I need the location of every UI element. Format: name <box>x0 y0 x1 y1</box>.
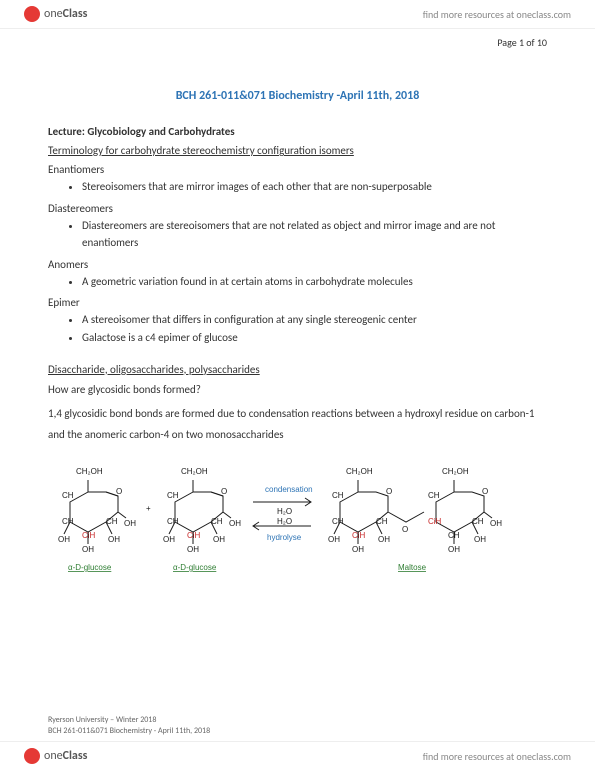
oh-label: OH <box>124 519 136 528</box>
oh-label: OH <box>352 545 364 554</box>
lecture-heading: Lecture: Glycobiology and Carbohydrates <box>48 125 547 138</box>
page-number: Page 1 of 10 <box>497 36 547 49</box>
cih-label: CiH <box>187 531 201 540</box>
logo-one: one <box>44 749 63 763</box>
logo-class: Class <box>63 7 88 21</box>
o-label: O <box>482 487 488 496</box>
epimer-label: Epimer <box>48 296 547 309</box>
reaction-diagram: CH₂OH O CH CH CiH CH OH OH OH OH α-D-glu… <box>48 456 547 589</box>
question: How are glycosidic bonds formed? <box>48 380 547 401</box>
list-item: Galactose is a c4 epimer of glucose <box>82 329 547 347</box>
meta-line2: BCH 261-011&071 Biochemistry - April 11t… <box>48 726 210 736</box>
oh-label: OH <box>229 519 241 528</box>
footer-meta: Ryerson University – Winter 2018 BCH 261… <box>48 715 210 736</box>
ch-label: CH <box>62 491 74 500</box>
answer: 1,4 glycosidic bond bonds are formed due… <box>48 404 547 446</box>
list-item: Stereoisomers that are mirror images of … <box>82 178 547 196</box>
enantiomers-list: Stereoisomers that are mirror images of … <box>48 178 547 196</box>
ch-label: CH <box>167 491 179 500</box>
logo-icon <box>24 6 40 22</box>
oh-label: OH <box>213 535 225 544</box>
ch-label: CH <box>332 517 344 526</box>
diastereomers-list: Diastereomers are stereoisomers that are… <box>48 217 547 252</box>
epimer-list: A stereoisomer that differs in configura… <box>48 311 547 346</box>
logo-one: one <box>44 7 63 21</box>
diastereomers-label: Diastereomers <box>48 202 547 215</box>
page-footer: oneClass find more resources at oneclass… <box>0 741 595 770</box>
section1-heading: Terminology for carbohydrate stereochemi… <box>48 144 547 157</box>
glycosidic-bond-svg: CH₂OH O CH CH CiH CH OH OH OH OH α-D-glu… <box>48 456 548 586</box>
maltose-label: Maltose <box>398 563 427 572</box>
plus-sign: + <box>146 504 151 513</box>
oh-label: OH <box>328 535 340 544</box>
logo-class: Class <box>63 749 88 763</box>
ch-label: CH <box>62 517 74 526</box>
cih-label: CiH <box>352 531 366 540</box>
ch-label: CH <box>167 517 179 526</box>
ch-label: CH <box>428 491 440 500</box>
oh-label: OH <box>187 545 199 554</box>
anomers-label: Anomers <box>48 258 547 271</box>
glucose-label: α-D-glucose <box>68 563 112 572</box>
section2-heading: Disaccharide, oligosaccharides, polysacc… <box>48 363 547 376</box>
oh-label: OH <box>163 535 175 544</box>
ch2oh-label: CH₂OH <box>442 467 469 476</box>
logo-text: oneClass <box>44 7 87 21</box>
oh-label: OH <box>58 535 70 544</box>
list-item: A geometric variation found in at certai… <box>82 273 547 291</box>
oh-label: OH <box>108 535 120 544</box>
logo: oneClass <box>24 6 87 22</box>
header-tagline: find more resources at oneclass.com <box>423 8 571 21</box>
o-label: O <box>116 487 122 496</box>
enantiomers-label: Enantiomers <box>48 163 547 176</box>
logo-icon <box>24 748 40 764</box>
list-item: A stereoisomer that differs in configura… <box>82 311 547 329</box>
glucose-label: α-D-glucose <box>173 563 217 572</box>
ch-label: CH <box>332 491 344 500</box>
ch2oh-label: CH₂OH <box>181 467 208 476</box>
o-label: O <box>402 525 408 534</box>
o-label: O <box>221 487 227 496</box>
document-title: BCH 261-011&071 Biochemistry -April 11th… <box>48 89 547 103</box>
footer-tagline: find more resources at oneclass.com <box>423 750 571 763</box>
oh-label: OH <box>378 535 390 544</box>
cih-label: CiH <box>82 531 96 540</box>
condensation-label: condensation <box>265 485 313 494</box>
anomers-list: A geometric variation found in at certai… <box>48 273 547 291</box>
meta-line1: Ryerson University – Winter 2018 <box>48 715 210 725</box>
oh-label: OH <box>82 545 94 554</box>
document-content: BCH 261-011&071 Biochemistry -April 11th… <box>0 29 595 589</box>
cih-label: CiH <box>428 517 442 526</box>
ch2oh-label: CH₂OH <box>76 467 103 476</box>
oh-label: OH <box>448 545 460 554</box>
ch2oh-label: CH₂OH <box>346 467 373 476</box>
footer-logo: oneClass <box>24 748 87 764</box>
oh-label: OH <box>490 519 502 528</box>
o-label: O <box>386 487 392 496</box>
h2o-label: H₂O <box>277 507 292 516</box>
oh-label: OH <box>474 535 486 544</box>
logo-text: oneClass <box>44 749 87 763</box>
h2o-label: H₂O <box>277 517 292 526</box>
hydrolyse-label: hydrolyse <box>267 533 302 542</box>
list-item: Diastereomers are stereoisomers that are… <box>82 217 547 252</box>
page-header: oneClass find more resources at oneclass… <box>0 0 595 29</box>
